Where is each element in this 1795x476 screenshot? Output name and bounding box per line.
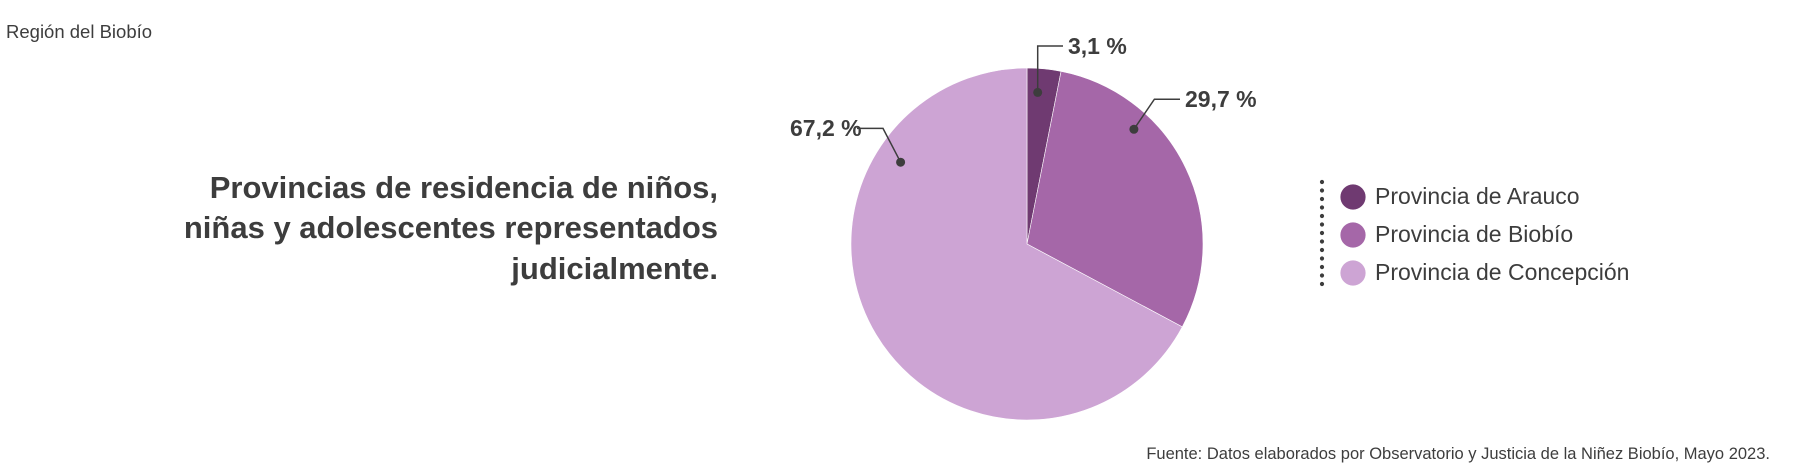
- svg-text:Provincia de Concepción: Provincia de Concepción: [1375, 259, 1629, 285]
- svg-text:29,7 %: 29,7 %: [1185, 86, 1257, 112]
- svg-text:Provincia de Biobío: Provincia de Biobío: [1375, 221, 1573, 247]
- svg-text:67,2 %: 67,2 %: [790, 115, 862, 141]
- svg-text:Provincia de Arauco: Provincia de Arauco: [1375, 183, 1580, 209]
- svg-text:3,1 %: 3,1 %: [1068, 33, 1127, 59]
